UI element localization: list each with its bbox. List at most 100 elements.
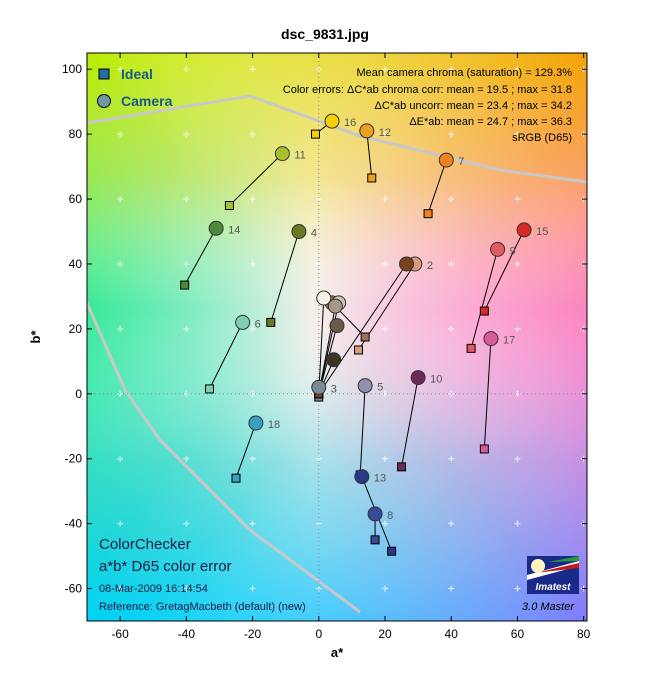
camera-marker-14 <box>208 220 224 236</box>
camera-marker-13 <box>354 469 370 485</box>
imatest-logo-text: Imatest <box>535 582 571 593</box>
ideal-marker-1 <box>360 332 370 342</box>
x-tick-label: 20 <box>378 627 392 641</box>
y-tick-label: 40 <box>69 257 83 271</box>
x-tick-label: -40 <box>178 627 196 641</box>
camera-marker-7 <box>438 152 454 168</box>
camera-marker-23 <box>326 352 342 368</box>
patch-label-12: 12 <box>379 127 391 139</box>
error-line-10 <box>401 377 419 467</box>
y-axis-label: b* <box>28 330 43 344</box>
stats-line-2: Color errors: ΔC*ab chroma corr: mean = … <box>283 84 572 96</box>
imatest-logo: Imatest <box>527 556 579 594</box>
ideal-marker-9 <box>466 343 476 353</box>
camera-marker-4 <box>291 224 307 240</box>
legend-camera-marker <box>97 94 111 108</box>
y-tick-label: 100 <box>62 62 82 76</box>
plot-frame <box>86 52 588 622</box>
camera-marker-18 <box>248 415 264 431</box>
error-line-24 <box>318 263 407 395</box>
patch-label-11: 11 <box>294 150 305 162</box>
bottom-left-annotation: ColorChecker a*b* D65 color error 08-Mar… <box>99 536 306 613</box>
patch-label-18: 18 <box>268 419 280 431</box>
camera-marker-8 <box>367 506 383 522</box>
camera-marker-11 <box>274 146 290 162</box>
y-tick-label: 80 <box>69 127 83 141</box>
version-text: 3.0 Master <box>522 601 575 613</box>
error-line-17 <box>483 338 492 450</box>
patch-label-4: 4 <box>311 228 317 240</box>
patch-label-13: 13 <box>374 473 386 485</box>
patch-label-15: 15 <box>536 226 548 238</box>
error-line-5 <box>359 385 366 475</box>
patch-label-14: 14 <box>228 224 240 236</box>
stats-line-1: Mean camera chroma (saturation) = 129.3% <box>356 67 572 79</box>
y-tick-label: -40 <box>65 517 83 531</box>
x-tick-label: -60 <box>111 627 129 641</box>
camera-marker-17 <box>483 331 499 347</box>
y-tick-label: -20 <box>65 452 83 466</box>
patch-label-5: 5 <box>377 382 383 394</box>
camera-marker-24 <box>399 256 415 272</box>
camera-marker-9 <box>490 241 506 257</box>
patch-label-7: 7 <box>458 156 464 168</box>
legend: Ideal Camera <box>97 66 173 109</box>
camera-marker-6 <box>235 314 251 330</box>
error-line-18 <box>235 422 257 479</box>
stats-line-5: sRGB (D65) <box>512 132 572 144</box>
x-tick-label: 0 <box>315 627 322 641</box>
ideal-marker-13 <box>387 546 397 556</box>
camera-marker-15 <box>516 222 532 238</box>
ideal-marker-15 <box>479 306 489 316</box>
camera-marker-22 <box>329 318 345 334</box>
ideal-marker-16 <box>310 129 320 139</box>
stats-block: Mean camera chroma (saturation) = 129.3%… <box>283 67 572 144</box>
annotation-colorchecker: ColorChecker <box>99 536 191 553</box>
error-line-4 <box>270 231 300 323</box>
x-tick-label: 40 <box>445 627 459 641</box>
legend-ideal-label: Ideal <box>121 66 153 82</box>
error-line-6 <box>209 322 244 390</box>
axes: -60 -40 -20 0 20 40 60 80 -60 -40 -20 0 20 40 60 80 100 <box>62 53 591 641</box>
error-line-15 <box>483 229 525 312</box>
patch-label-8: 8 <box>387 510 393 522</box>
annotation-date: 08-Mar-2009 16:14:54 <box>99 583 208 595</box>
ideal-marker-7 <box>423 209 433 219</box>
patch-label-9: 9 <box>510 245 516 257</box>
camera-marker-16 <box>324 113 340 129</box>
error-line-19 <box>318 298 325 394</box>
camera-marker-21 <box>327 298 343 314</box>
x-axis-label: a* <box>331 645 344 660</box>
ideal-marker-6 <box>205 384 215 394</box>
error-line-14 <box>184 228 217 286</box>
patch-label-2: 2 <box>427 260 433 272</box>
y-tick-label: 20 <box>69 322 83 336</box>
camera-marker-5 <box>357 378 373 394</box>
y-tick-label: 60 <box>69 192 83 206</box>
color-gamut-background <box>87 53 587 621</box>
annotation-reference: Reference: GretagMacbeth (default) (new) <box>99 601 306 613</box>
ideal-marker-18 <box>231 473 241 483</box>
legend-camera-label: Camera <box>121 93 173 109</box>
ideal-marker-4 <box>266 317 276 327</box>
patch-label-16: 16 <box>344 117 356 129</box>
patch-label-6: 6 <box>255 318 261 330</box>
camera-marker-12 <box>359 123 375 139</box>
y-tick-label: -60 <box>65 582 83 596</box>
error-line-7 <box>427 159 447 214</box>
camera-marker-3 <box>311 379 327 395</box>
ideal-marker-14 <box>180 280 190 290</box>
stats-line-3: ΔC*ab uncorr: mean = 23.4 ; max = 34.2 <box>374 100 572 112</box>
x-tick-label: 80 <box>577 627 591 641</box>
ideal-marker-10 <box>397 462 407 472</box>
annotation-subtitle: a*b* D65 color error <box>99 558 232 575</box>
error-line-9 <box>470 249 499 349</box>
camera-marker-19 <box>316 290 332 306</box>
grid-crosses <box>117 66 587 592</box>
x-tick-label: 60 <box>511 627 525 641</box>
ideal-marker-8 <box>370 535 380 545</box>
imatest-logo-sun <box>531 559 545 573</box>
x-tick-label: -20 <box>244 627 262 641</box>
patch-label-10: 10 <box>430 374 442 386</box>
